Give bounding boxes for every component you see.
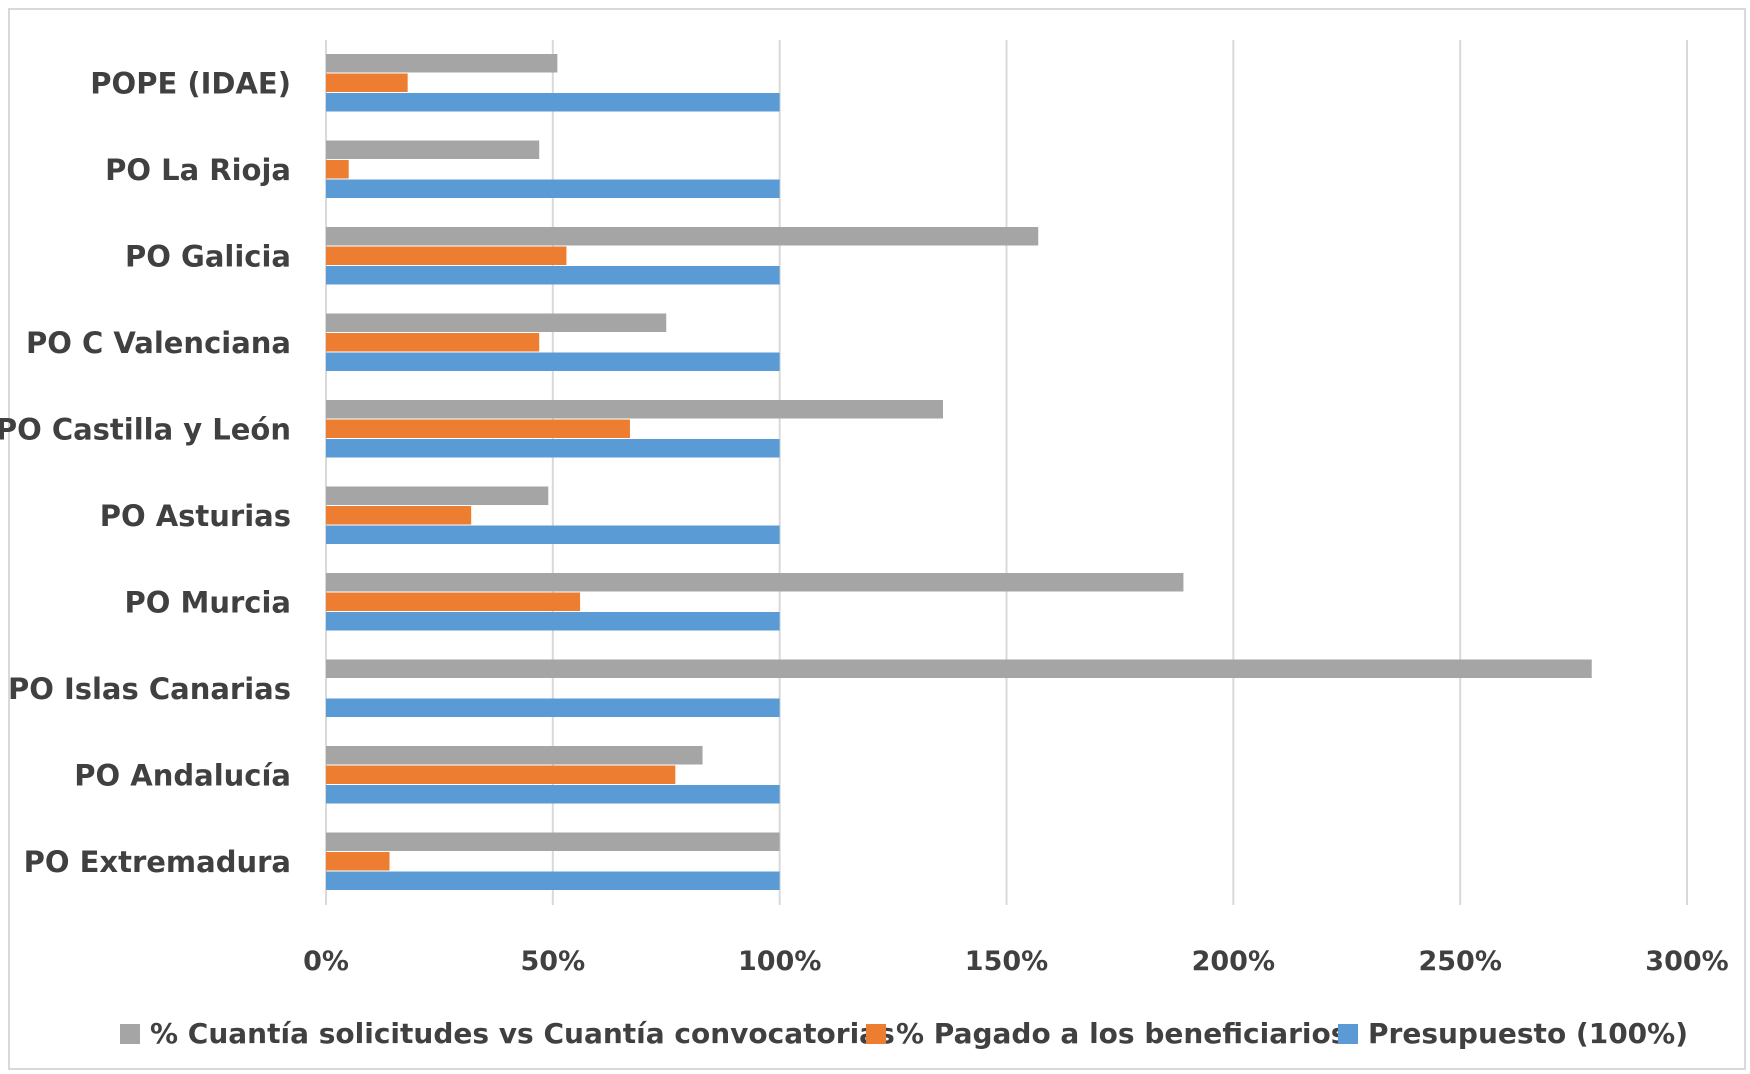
category-label: PO Castilla y León <box>0 412 291 446</box>
category-labels: POPE (IDAE) PO La Rioja PO Galicia PO C Val… <box>0 66 291 879</box>
x-tick-label: 200% <box>1192 946 1275 977</box>
bar <box>326 419 630 438</box>
bar <box>326 486 549 505</box>
x-tick-label: 250% <box>1418 946 1501 977</box>
category-label: PO Galicia <box>125 239 291 273</box>
bar <box>326 525 780 544</box>
bar <box>326 140 540 159</box>
category-label: PO La Rioja <box>105 153 291 187</box>
bar <box>326 832 780 851</box>
bar <box>326 333 540 352</box>
x-tick-label: 50% <box>521 946 586 977</box>
category-label: PO C Valenciana <box>26 326 291 360</box>
category-label: PO Islas Canarias <box>8 672 291 706</box>
bar <box>326 160 349 179</box>
legend-label: Presupuesto (100%) <box>1368 1017 1688 1050</box>
bar <box>326 54 558 73</box>
category-label: PO Asturias <box>100 499 291 533</box>
legend-swatch <box>866 1024 886 1044</box>
category-label: PO Andalucía <box>74 758 291 792</box>
x-tick-label: 150% <box>965 946 1048 977</box>
x-tick-label: 0% <box>303 946 349 977</box>
bar <box>326 227 1039 246</box>
bar <box>326 246 567 265</box>
bar <box>326 852 390 871</box>
bar <box>326 612 780 631</box>
bar <box>326 439 780 458</box>
bar <box>326 179 780 198</box>
bar <box>326 765 676 784</box>
bar <box>326 746 703 765</box>
bar <box>326 266 780 285</box>
bar <box>326 698 780 717</box>
legend-swatch <box>120 1024 140 1044</box>
bar <box>326 93 780 112</box>
legend-label: % Cuantía solicitudes vs Cuantía convoca… <box>150 1017 895 1050</box>
bar <box>326 785 780 804</box>
category-label: PO Extremadura <box>24 845 291 879</box>
bar <box>326 592 581 611</box>
legend-swatch <box>1338 1024 1358 1044</box>
bar <box>326 352 780 371</box>
chart-frame <box>8 8 1746 1070</box>
bar <box>326 73 408 92</box>
category-label: PO Murcia <box>124 585 291 619</box>
legend-label: % Pagado a los beneficiarios <box>896 1017 1347 1050</box>
x-tick-label: 300% <box>1645 946 1728 977</box>
x-tick-labels: 0% 50% 100% 150% 200% 250% 300% <box>303 946 1729 977</box>
bar <box>326 871 780 890</box>
bars <box>326 54 1592 890</box>
x-tick-label: 100% <box>738 946 821 977</box>
bar <box>326 506 472 525</box>
category-label: POPE (IDAE) <box>90 66 291 100</box>
bar <box>326 659 1592 678</box>
bar <box>326 400 943 419</box>
bar <box>326 573 1184 592</box>
bar <box>326 313 667 332</box>
legend: % Cuantía solicitudes vs Cuantía convoca… <box>120 1017 1688 1050</box>
